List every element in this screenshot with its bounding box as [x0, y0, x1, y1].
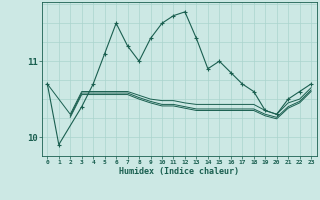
X-axis label: Humidex (Indice chaleur): Humidex (Indice chaleur) — [119, 167, 239, 176]
